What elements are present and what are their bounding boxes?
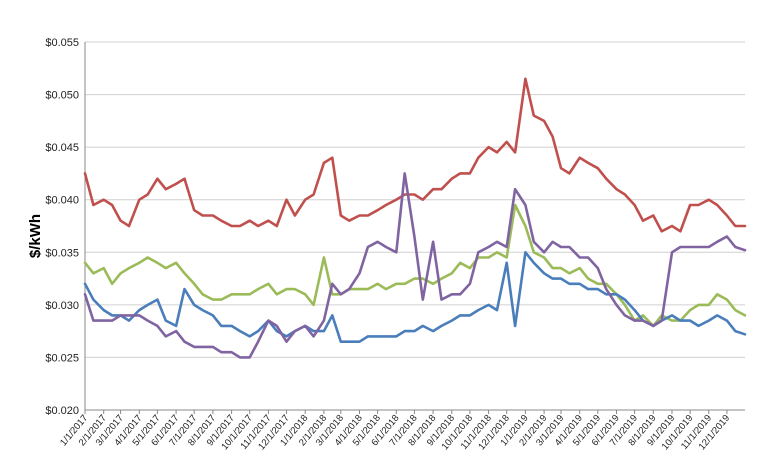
series-line-4 [83,172,747,359]
y-axis-label: $/kWh [27,214,44,258]
y-tick-label: $0.055 [45,37,79,49]
series-line-3 [83,251,747,344]
y-tick-label: $0.045 [45,142,79,154]
series-lines [83,77,747,359]
series-line-1 [83,77,747,233]
x-axis-ticks: 1/1/20172/1/20173/1/20174/1/20175/1/2017… [58,410,732,450]
y-tick-label: $0.050 [45,90,79,102]
y-tick-label: $0.030 [45,300,79,312]
y-tick-label: $0.040 [45,195,79,207]
series-line-2 [83,203,747,328]
y-axis-ticks: $0.020 $0.025 $0.030 $0.035 $0.040 $0.045 $0.0… [45,37,79,417]
y-tick-label: $0.020 [45,405,79,417]
y-tick-label: $0.025 [45,352,79,364]
gridlines [84,41,745,411]
y-tick-label: $0.035 [45,247,79,259]
